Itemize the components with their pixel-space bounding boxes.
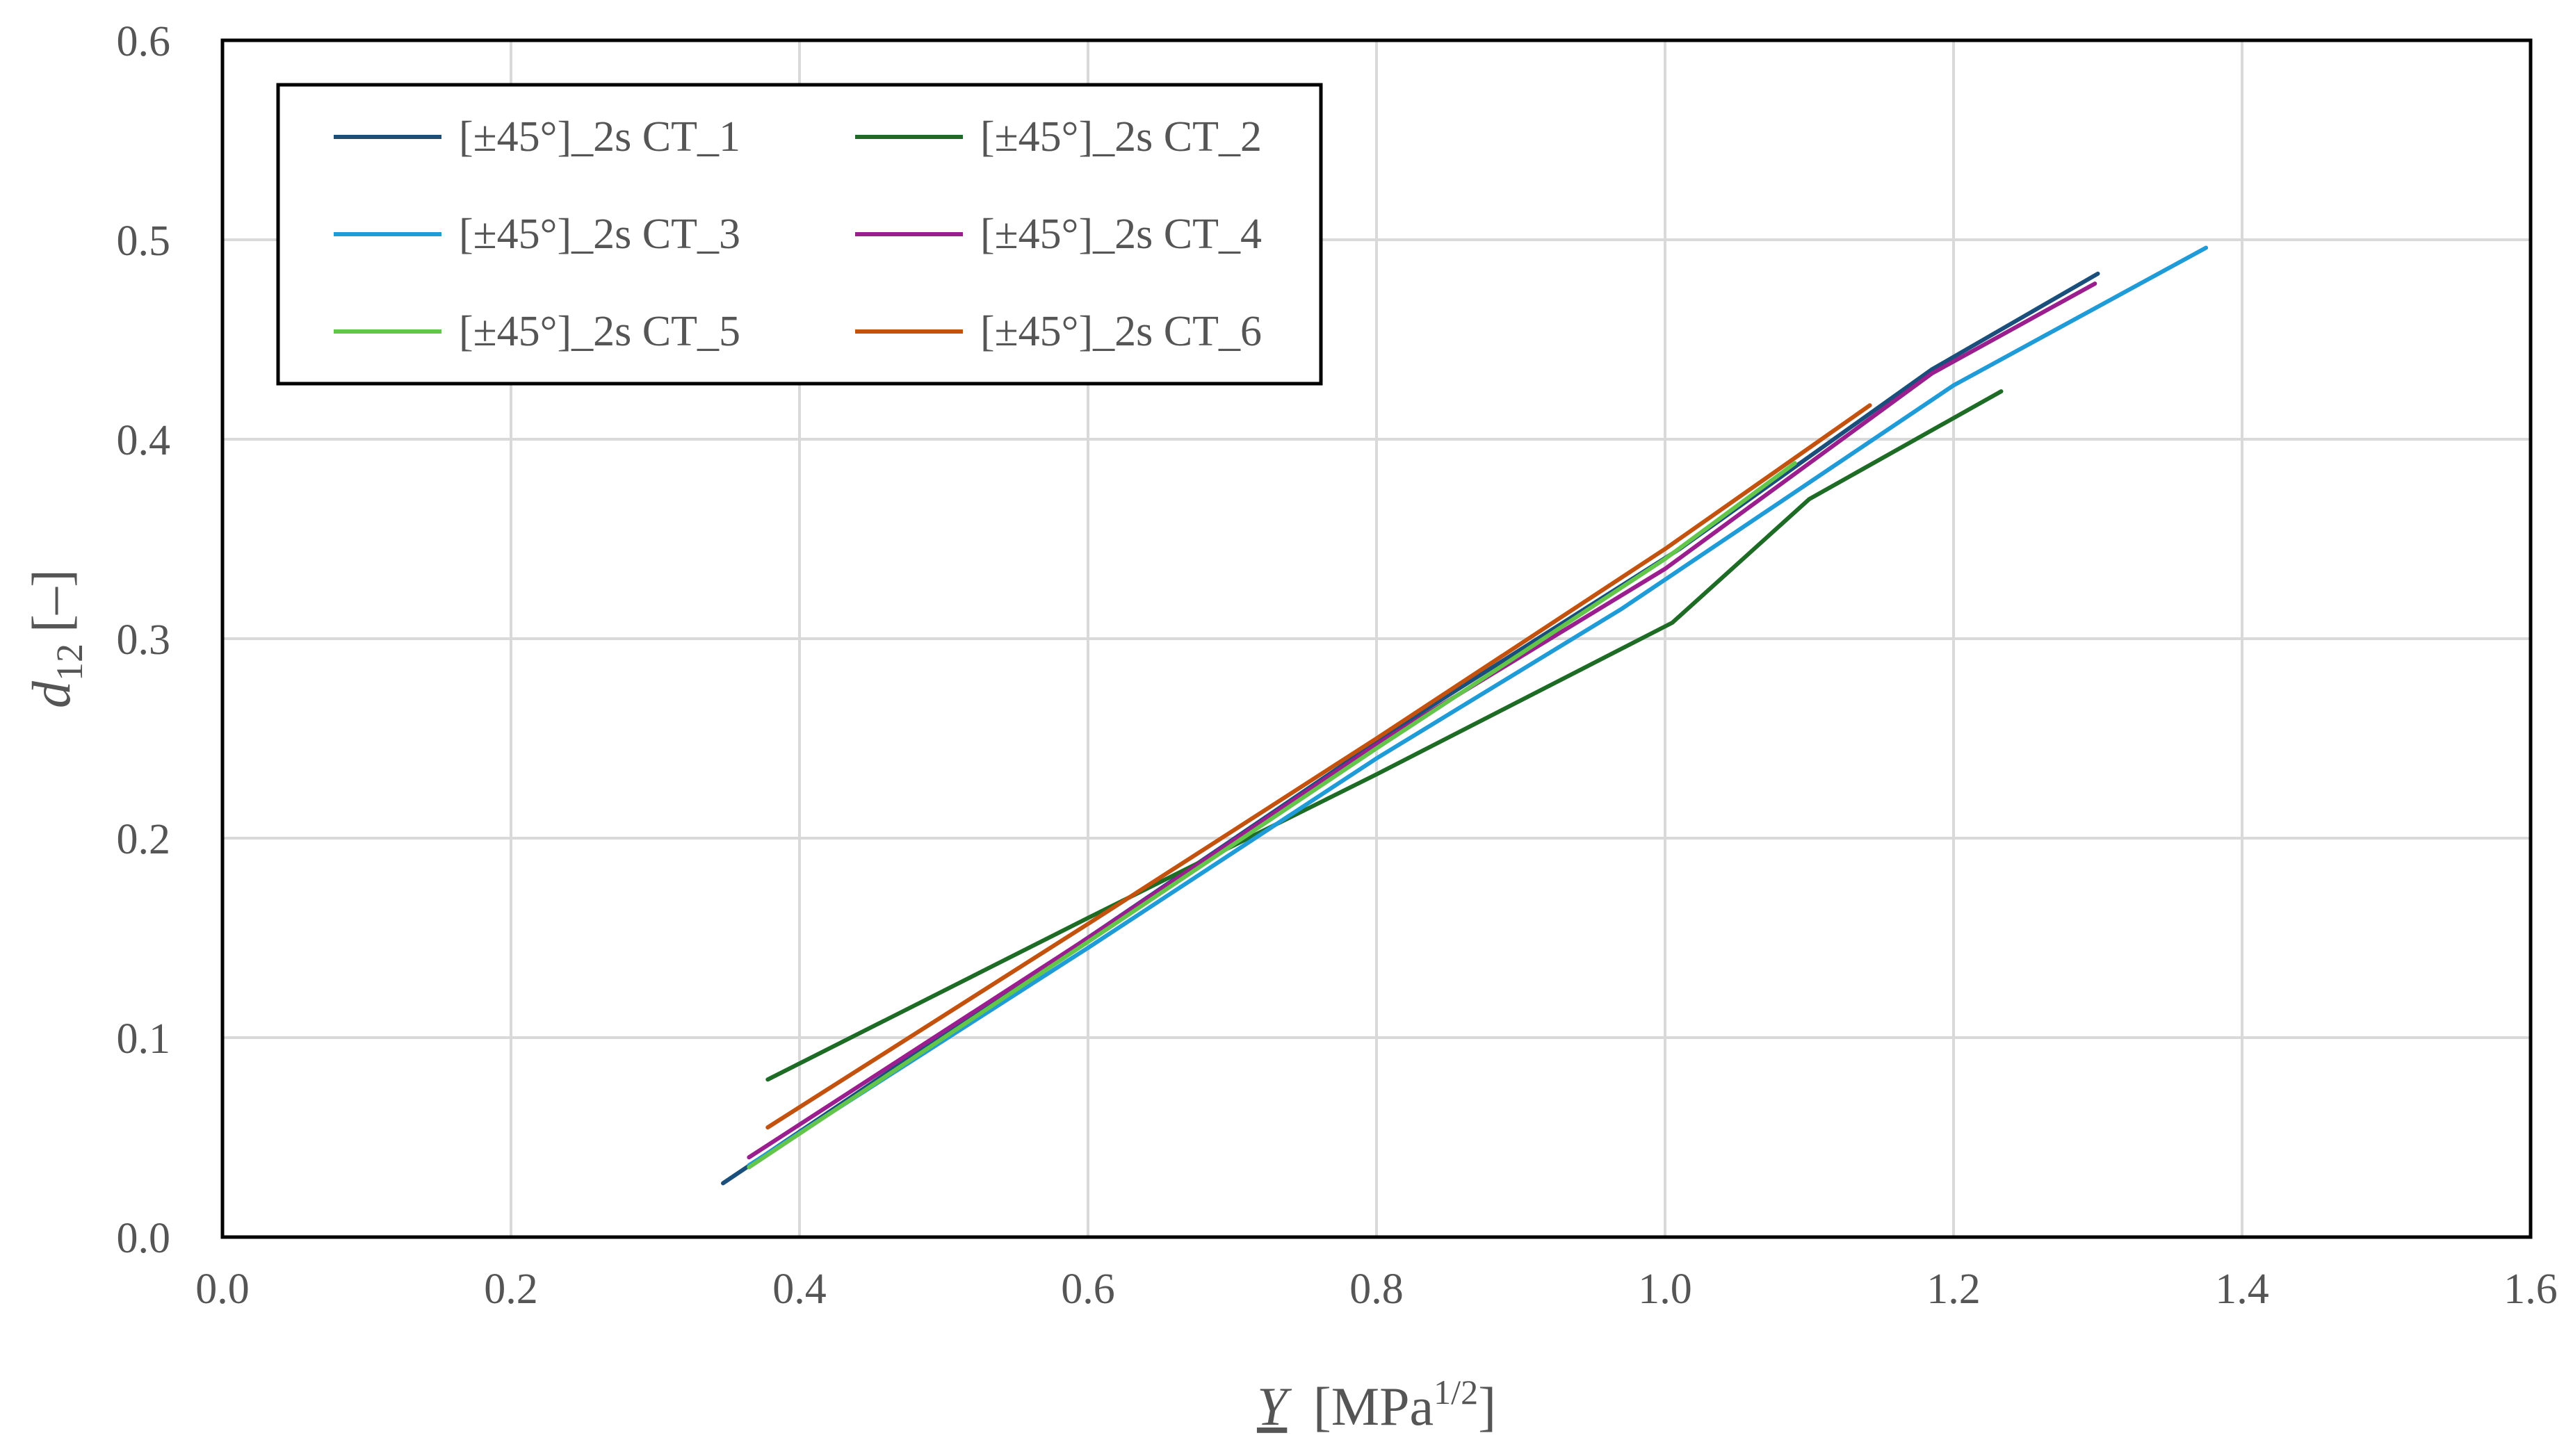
x-tick-label: 1.6 [2503, 1266, 2558, 1313]
legend: [±45°]_2s CT_1 [±45°]_2s CT_2 [±45°]_2s CT… [276, 83, 1323, 386]
y-axis-symbol: d [21, 680, 81, 708]
legend-label-ct-6: [±45°]_2s CT_6 [980, 308, 1262, 355]
y-axis-label: d12 [–] [21, 569, 90, 708]
series-line-ct-3 [747, 245, 2209, 1168]
legend-box [276, 83, 1323, 386]
x-tick-label: 1.4 [2215, 1266, 2269, 1313]
y-tick-label: 0.3 [117, 616, 171, 664]
x-axis-unit-exponent: 1/2 [1434, 1373, 1478, 1412]
x-axis-symbol: Y [1257, 1376, 1292, 1437]
y-tick-label: 0.4 [117, 417, 171, 464]
series-lines [721, 245, 2209, 1186]
series-line-ct-4 [747, 281, 2097, 1160]
plot-area-frame [220, 38, 2533, 1239]
y-tick-label: 0.5 [117, 218, 171, 265]
legend-label-ct-2: [±45°]_2s CT_2 [980, 113, 1262, 161]
y-tick-label: 0.1 [117, 1015, 171, 1063]
legend-label-ct-5: [±45°]_2s CT_5 [459, 308, 740, 355]
tick-labels: 0.0 0.2 0.4 0.6 0.8 1.0 1.2 1.4 1.6 0.0 0.1 0.2 0.3 0… [117, 18, 2558, 1313]
x-tick-label: 0.8 [1349, 1266, 1404, 1313]
x-axis-unit-close: ] [1478, 1376, 1496, 1437]
series-line-ct-6 [765, 403, 1872, 1130]
y-axis-unit: [–] [21, 569, 81, 632]
x-tick-label: 1.0 [1638, 1266, 1692, 1313]
legend-label-ct-3: [±45°]_2s CT_3 [459, 211, 740, 258]
x-tick-label: 0.6 [1061, 1266, 1115, 1313]
legend-label-ct-1: [±45°]_2s CT_1 [459, 113, 740, 161]
x-axis-label: Y [MPa1/2] [1257, 1373, 1496, 1437]
x-tick-label: 0.4 [772, 1266, 827, 1313]
legend-label-ct-4: [±45°]_2s CT_4 [980, 211, 1262, 258]
x-tick-label: 0.0 [195, 1266, 250, 1313]
y-axis-subscript: 12 [49, 644, 90, 681]
y-tick-label: 0.2 [117, 816, 171, 863]
y-tick-label: 0.0 [117, 1215, 171, 1262]
y-tick-label: 0.6 [117, 18, 171, 65]
series-line-ct-2 [765, 389, 2004, 1082]
series-line-ct-5 [747, 461, 1797, 1170]
x-tick-label: 1.2 [1926, 1266, 1981, 1313]
x-tick-label: 0.2 [484, 1266, 538, 1313]
x-axis-unit: [MPa [1313, 1376, 1434, 1437]
